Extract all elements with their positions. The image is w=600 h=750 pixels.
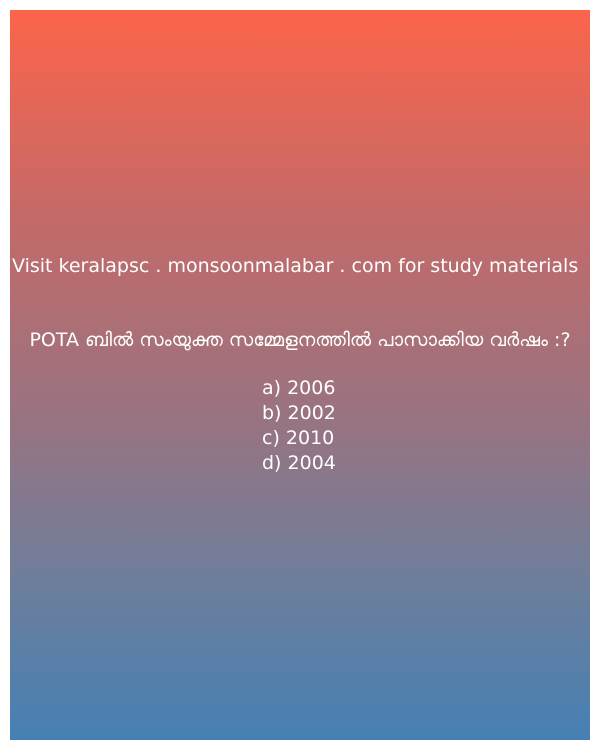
option-a: a) 2006: [262, 377, 336, 399]
option-d: d) 2004: [262, 452, 336, 474]
options-list: a) 2006 b) 2002 c) 2010 d) 2004: [262, 376, 336, 476]
question-text: POTA ബിൽ സംയുക്ത സമ്മേളനത്തിൽ പാസാക്കിയ …: [29, 329, 571, 351]
quiz-card: Visit keralapsc . monsoonmalabar . com f…: [10, 10, 590, 740]
option-b: b) 2002: [262, 402, 336, 424]
option-c: c) 2010: [262, 427, 335, 449]
visit-banner-text: Visit keralapsc . monsoonmalabar . com f…: [12, 255, 579, 277]
